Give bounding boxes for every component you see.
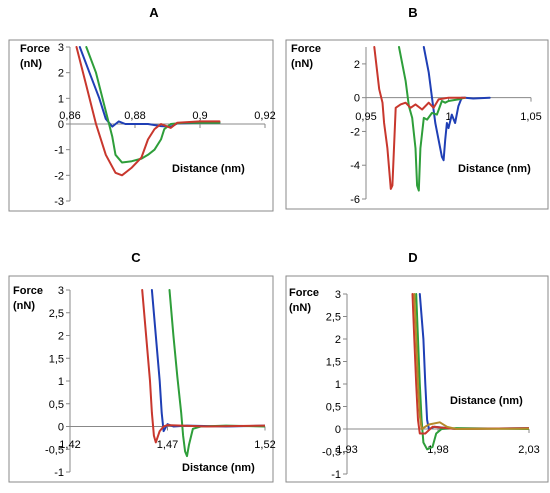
y-tick-label: -1 xyxy=(54,145,64,157)
y-tick-label: 0,5 xyxy=(49,399,64,411)
y-tick-label: 2,5 xyxy=(49,308,64,320)
y-tick-label: 0,5 xyxy=(326,402,341,414)
x-tick-label: 1,42 xyxy=(59,439,80,451)
x-tick-label: 0,88 xyxy=(124,110,145,122)
x-tick-label: 0,95 xyxy=(355,111,376,123)
y-tick-label: 2 xyxy=(58,68,64,80)
x-tick-label: 1,47 xyxy=(157,439,178,451)
y-tick-label: 3 xyxy=(335,289,341,301)
panel-b: B 2 0 -2 -4 -6 0,95 1 1,05 Force (nN) Distance (nm) xyxy=(285,5,549,210)
panel-d: D 3 2,5 2 1,5 1 0,5 0 -0,5 -1 1,93 1,98 2,03 Force (nN… xyxy=(285,250,549,483)
y-tick-label: 1 xyxy=(58,376,64,388)
panel-a: A 3 2 1 0 -1 -2 -3 0,86 0,88 0,9 0,92 Force (nN) Dista… xyxy=(8,5,276,212)
series-line-3 xyxy=(141,289,265,444)
x-tick-label: 0,9 xyxy=(192,110,207,122)
panel-letter: D xyxy=(408,250,417,265)
x-tick-label: 1,98 xyxy=(427,444,448,456)
y-axis-title: Force (nN) xyxy=(20,43,50,70)
series-line-3 xyxy=(75,46,221,177)
y-tick-label: -6 xyxy=(350,194,360,206)
x-axis-title: Distance (nm) xyxy=(450,395,523,407)
series-line-3 xyxy=(373,46,466,190)
x-axis-title: Distance (nm) xyxy=(458,163,531,175)
x-tick-label: 2,03 xyxy=(518,444,539,456)
y-tick-label: 2 xyxy=(58,331,64,343)
y-tick-label: -1 xyxy=(331,469,341,481)
y-tick-label: 2 xyxy=(354,59,360,71)
y-tick-label: 1,5 xyxy=(326,357,341,369)
x-tick-label: 0,86 xyxy=(59,110,80,122)
y-tick-label: 2,5 xyxy=(326,312,341,324)
y-axis-title: Force (nN) xyxy=(13,285,43,312)
y-tick-label: 0 xyxy=(58,422,64,434)
x-tick-label: 1,93 xyxy=(336,444,357,456)
x-tick-label: 1,05 xyxy=(520,111,541,123)
x-axis-title: Distance (nm) xyxy=(182,462,255,474)
panel-letter: C xyxy=(131,250,141,265)
y-tick-label: 1 xyxy=(58,93,64,105)
plot-frame xyxy=(8,39,274,212)
y-tick-label: 0 xyxy=(335,424,341,436)
y-tick-label: 1 xyxy=(335,379,341,391)
y-tick-label: 2 xyxy=(335,334,341,346)
panel-letter: B xyxy=(408,5,417,20)
series-line-2 xyxy=(398,46,466,192)
panel-letter: A xyxy=(149,5,159,20)
y-tick-label: 1,5 xyxy=(49,353,64,365)
x-tick-label: 1 xyxy=(445,111,451,123)
y-axis-title: Force (nN) xyxy=(291,43,321,70)
y-tick-label: -0,5 xyxy=(322,447,341,459)
y-tick-label: -4 xyxy=(350,160,360,172)
y-tick-label: -0,5 xyxy=(45,444,64,456)
y-tick-label: -2 xyxy=(350,126,360,138)
y-tick-label: 3 xyxy=(58,285,64,297)
x-tick-label: 0,92 xyxy=(254,110,275,122)
y-axis-title: Force (nN) xyxy=(289,287,319,314)
plot-frame xyxy=(8,275,274,483)
x-tick-label: 1,52 xyxy=(254,439,275,451)
y-tick-label: 0 xyxy=(354,93,360,105)
y-tick-label: -2 xyxy=(54,170,64,182)
series-line-4 xyxy=(413,293,529,430)
y-tick-label: 0 xyxy=(58,119,64,131)
x-axis-title: Distance (nm) xyxy=(172,163,245,175)
y-tick-label: -1 xyxy=(54,467,64,479)
y-tick-label: -3 xyxy=(54,196,64,208)
panel-c: C 3 2,5 2 1,5 1 0,5 0 -0,5 -1 1,42 1,47 1,52 Force (nN… xyxy=(8,250,276,483)
y-tick-label: 3 xyxy=(58,42,64,54)
series-line-3 xyxy=(411,293,529,435)
